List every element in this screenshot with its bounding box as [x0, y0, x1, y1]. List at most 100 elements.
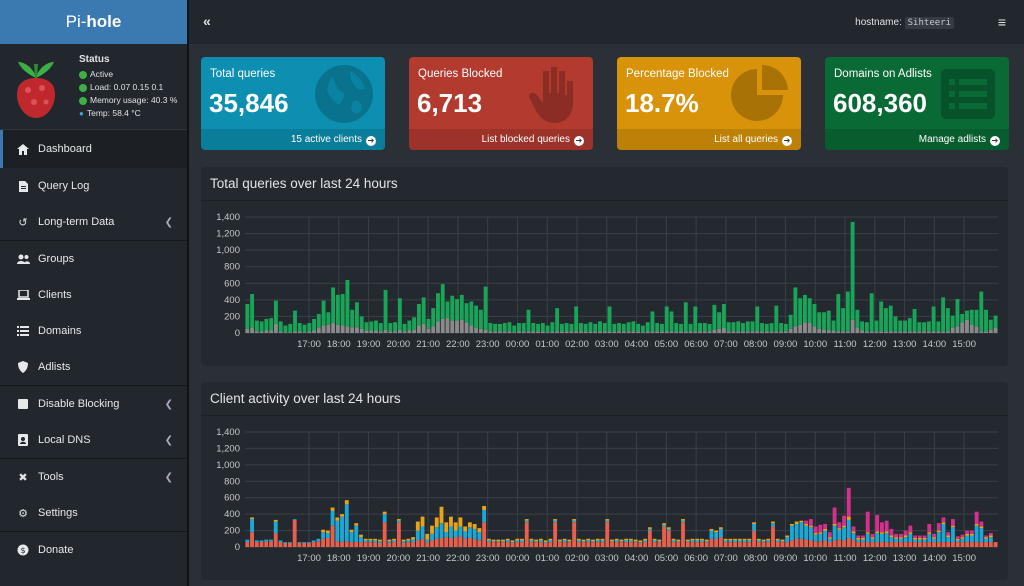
bar-permitted[interactable] [898, 320, 903, 332]
bar-permitted[interactable] [388, 323, 393, 332]
sidebar-toggle-button[interactable]: « [203, 13, 211, 29]
bar-client-b[interactable] [756, 540, 761, 543]
bar-permitted[interactable] [679, 323, 683, 332]
bar-permitted[interactable] [502, 323, 507, 332]
bar-permitted[interactable] [731, 322, 736, 332]
bar-client-a[interactable] [700, 542, 704, 547]
bar-blocked[interactable] [798, 324, 803, 333]
bar-client-b[interactable] [283, 542, 288, 543]
bar-client-c[interactable] [534, 539, 539, 542]
bar-blocked[interactable] [493, 331, 498, 333]
bar-blocked[interactable] [855, 328, 860, 333]
bar-client-b[interactable] [917, 539, 922, 543]
bar-permitted[interactable] [893, 316, 898, 332]
bar-client-c[interactable] [969, 533, 974, 536]
bar-client-a[interactable] [292, 519, 297, 547]
bar-permitted[interactable] [979, 291, 984, 332]
bar-client-a[interactable] [913, 542, 917, 547]
bar-blocked[interactable] [612, 331, 617, 333]
bar-blocked[interactable] [559, 331, 564, 333]
bar-permitted[interactable] [798, 298, 803, 325]
bar-client-c[interactable] [340, 514, 344, 517]
bar-client-a[interactable] [505, 542, 510, 547]
bar-blocked[interactable] [497, 331, 502, 333]
bar-blocked[interactable] [626, 331, 631, 333]
bar-client-c[interactable] [851, 531, 856, 534]
bar-client-c[interactable] [453, 522, 458, 531]
bar-client-a[interactable] [643, 542, 648, 547]
bar-client-a[interactable] [444, 537, 449, 547]
bar-client-c[interactable] [794, 521, 799, 524]
bar-blocked[interactable] [321, 325, 326, 333]
bar-client-b[interactable] [969, 535, 974, 543]
bar-client-b[interactable] [747, 540, 752, 543]
bar-permitted[interactable] [974, 309, 979, 327]
bar-client-c[interactable] [908, 532, 913, 534]
bar-blocked[interactable] [464, 322, 469, 333]
bar-blocked[interactable] [993, 328, 998, 333]
bar-client-d[interactable] [936, 523, 941, 531]
bar-blocked[interactable] [593, 331, 598, 333]
bar-client-c[interactable] [742, 538, 747, 541]
bar-permitted[interactable] [540, 323, 545, 332]
bar-client-a[interactable] [396, 522, 401, 547]
bar-client-a[interactable] [567, 542, 572, 547]
bar-blocked[interactable] [259, 331, 264, 333]
bar-client-c[interactable] [378, 539, 382, 542]
bar-client-c[interactable] [681, 519, 685, 521]
bar-client-b[interactable] [856, 539, 861, 543]
bar-client-b[interactable] [321, 532, 326, 539]
bar-client-b[interactable] [932, 538, 936, 543]
bar-permitted[interactable] [393, 322, 398, 332]
bar-client-c[interactable] [808, 525, 813, 528]
bar-client-b[interactable] [908, 533, 913, 543]
bar-client-c[interactable] [922, 537, 927, 540]
bar-client-c[interactable] [368, 538, 373, 541]
bar-client-a[interactable] [633, 542, 638, 547]
bar-permitted[interactable] [488, 323, 493, 332]
bar-client-b[interactable] [316, 538, 321, 542]
bar-client-d[interactable] [875, 514, 880, 532]
bar-permitted[interactable] [955, 299, 960, 327]
bar-client-b[interactable] [387, 541, 392, 543]
bar-client-b[interactable] [430, 533, 434, 541]
bar-permitted[interactable] [459, 294, 464, 320]
bar-permitted[interactable] [755, 306, 760, 332]
bar-client-d[interactable] [837, 522, 842, 529]
bar-client-a[interactable] [534, 542, 539, 547]
bar-client-a[interactable] [553, 522, 558, 547]
bar-client-c[interactable] [695, 538, 700, 541]
bar-client-a[interactable] [799, 538, 804, 547]
bar-blocked[interactable] [669, 331, 674, 333]
bar-client-b[interactable] [368, 540, 373, 543]
bar-client-a[interactable] [752, 530, 756, 547]
bar-client-b[interactable] [733, 540, 738, 543]
bar-permitted[interactable] [569, 323, 574, 332]
bar-client-c[interactable] [363, 538, 368, 541]
bar-client-b[interactable] [543, 542, 548, 543]
bar-client-a[interactable] [955, 542, 960, 547]
bar-permitted[interactable] [874, 320, 879, 332]
bar-client-c[interactable] [359, 534, 363, 538]
bar-client-d[interactable] [965, 530, 970, 534]
bar-permitted[interactable] [812, 304, 817, 327]
bar-permitted[interactable] [917, 322, 922, 332]
bar-blocked[interactable] [393, 331, 398, 333]
bar-client-c[interactable] [647, 527, 652, 529]
bar-client-b[interactable] [889, 537, 894, 543]
bar-blocked[interactable] [698, 331, 703, 333]
bar-blocked[interactable] [721, 328, 726, 333]
bar-permitted[interactable] [450, 295, 455, 321]
bar-permitted[interactable] [350, 309, 355, 328]
bar-client-b[interactable] [491, 541, 496, 543]
bar-blocked[interactable] [531, 331, 536, 333]
bar-client-c[interactable] [415, 521, 420, 531]
bar-client-b[interactable] [501, 541, 505, 543]
bar-client-c[interactable] [463, 526, 468, 532]
bar-client-c[interactable] [491, 539, 496, 542]
bar-blocked[interactable] [693, 331, 698, 333]
bar-blocked[interactable] [788, 328, 793, 333]
bar-permitted[interactable] [960, 313, 965, 323]
bar-client-c[interactable] [629, 538, 633, 541]
bar-client-b[interactable] [870, 538, 875, 543]
